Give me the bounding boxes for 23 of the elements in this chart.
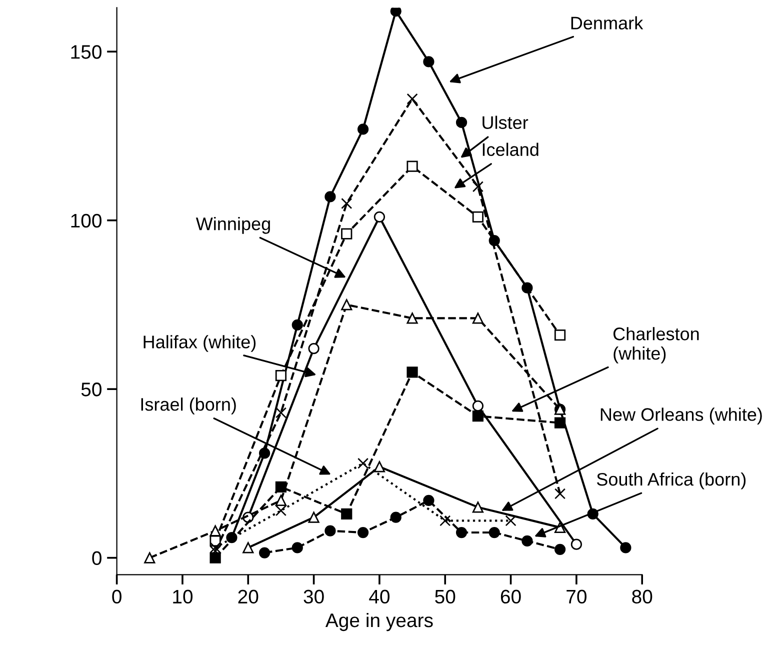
y-tick-label: 50 — [81, 382, 102, 396]
x-tick-label: 10 — [173, 590, 193, 604]
annotation: Ulster — [482, 116, 528, 130]
x-tick-label: 80 — [632, 590, 652, 604]
annotation: South Africa (born) — [596, 472, 746, 490]
x-tick-label: 50 — [435, 590, 456, 604]
x-tick-label: 40 — [369, 590, 390, 604]
annotation: Winnipeg — [196, 216, 270, 234]
y-tick-label: 0 — [92, 551, 102, 566]
x-tick-label: 70 — [566, 590, 586, 604]
x-tick-label: 60 — [500, 590, 521, 604]
x-axis-title: Age in years — [325, 612, 433, 632]
annotation: Iceland — [482, 142, 538, 156]
x-tick-label: 0 — [112, 590, 122, 604]
annotation: Charleston (white) — [613, 327, 699, 364]
y-tick-label: 100 — [71, 214, 102, 228]
annotation: Israel (born) — [141, 398, 236, 414]
y-tick-label: 150 — [71, 45, 102, 59]
annotation: Denmark — [571, 16, 644, 30]
annotation: Halifax (white) — [144, 335, 256, 352]
x-tick-label: 20 — [238, 590, 258, 604]
annotation: New Orleans (white) — [600, 408, 762, 424]
x-tick-label: 30 — [304, 590, 324, 604]
